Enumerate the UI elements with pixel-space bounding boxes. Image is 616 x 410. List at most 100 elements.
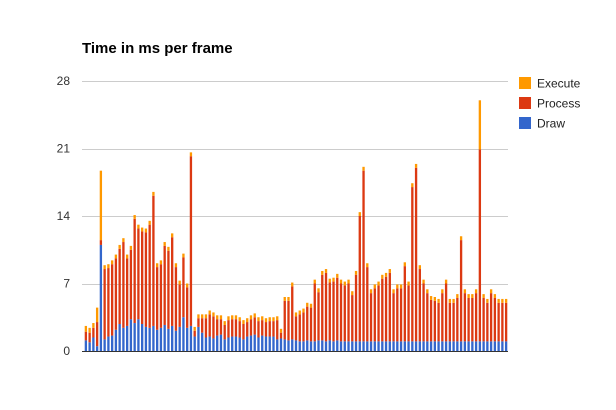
bar-draw (437, 341, 440, 351)
bar-execute (208, 310, 211, 315)
bar-execute (283, 297, 286, 301)
bar-draw (257, 337, 260, 351)
legend-swatch-execute (519, 77, 531, 89)
bar-process (306, 306, 309, 341)
bar-execute (159, 260, 163, 265)
bar-process (321, 274, 324, 341)
bar-execute (444, 279, 448, 284)
bar-process (182, 257, 185, 318)
bar-execute (294, 312, 298, 317)
bar-execute (418, 265, 421, 270)
bar-execute (242, 320, 245, 324)
bar-process (497, 302, 500, 342)
bar-process (369, 293, 373, 342)
bar-process (279, 332, 283, 339)
bar-draw (114, 329, 118, 351)
bar-process (384, 276, 388, 342)
bar-process (351, 295, 354, 342)
bar-draw (294, 340, 298, 351)
bar-execute (478, 100, 482, 150)
bar-draw (238, 337, 241, 351)
bar-process (227, 320, 230, 338)
bar-draw (418, 341, 421, 351)
bar-process (313, 283, 316, 342)
bar-draw (204, 337, 208, 351)
bar-process (463, 293, 467, 342)
bar-execute (403, 262, 406, 267)
bar-execute (407, 281, 410, 286)
bar-execute (339, 279, 343, 284)
bar-process (298, 314, 301, 342)
bar-execute (486, 298, 489, 303)
bar-execute (216, 315, 219, 320)
bar-execute (95, 307, 99, 323)
bar-draw (444, 341, 448, 351)
bar-execute (324, 269, 328, 273)
bar-process (444, 283, 448, 342)
bar-process (201, 318, 204, 333)
bar-draw (182, 317, 185, 351)
bar-execute (178, 280, 181, 285)
bar-process (291, 286, 294, 340)
bar-draw (486, 341, 489, 351)
bar-draw (148, 327, 151, 351)
bar-draw (167, 328, 170, 351)
bar-execute (332, 277, 335, 282)
bar-execute (489, 289, 493, 294)
bar-draw (414, 341, 418, 351)
bar-process (459, 240, 463, 342)
bar-process (489, 293, 493, 342)
bar-execute (317, 288, 320, 293)
bar-execute (381, 274, 384, 279)
bars (84, 100, 508, 351)
legend-label-draw: Draw (537, 117, 565, 131)
bar-process (467, 297, 470, 342)
bar-execute (118, 244, 121, 249)
bar-draw (287, 340, 290, 351)
bar-execute (249, 315, 253, 320)
bar-draw (467, 341, 470, 351)
bar-draw (246, 336, 249, 351)
bar-draw (351, 341, 354, 351)
bar-process (231, 319, 234, 337)
bar-execute (291, 282, 294, 287)
bar-execute (347, 279, 350, 284)
bar-process (302, 312, 305, 342)
bar-draw (501, 341, 504, 351)
bar-draw (264, 336, 268, 351)
bar-process (92, 327, 95, 338)
bar-draw (407, 341, 410, 351)
bar-execute (84, 325, 88, 332)
bar-process (163, 245, 166, 325)
bar-execute (129, 245, 133, 250)
bar-process (399, 288, 403, 342)
bar-execute (433, 297, 436, 301)
bar-execute (306, 302, 309, 307)
bar-draw (448, 341, 452, 351)
bar-draw (283, 339, 286, 351)
bar-process (283, 300, 286, 340)
bar-process (396, 288, 399, 342)
bar-execute (452, 298, 455, 303)
bar-draw (478, 341, 482, 351)
bar-execute (309, 303, 313, 308)
bar-draw (403, 341, 406, 351)
bar-process (474, 293, 478, 342)
bar-process (328, 282, 331, 341)
bar-process (159, 264, 163, 328)
bar-process (343, 285, 346, 342)
bar-process (204, 318, 208, 338)
bar-execute (152, 191, 155, 196)
bar-draw (201, 332, 204, 351)
bar-draw (291, 339, 294, 351)
bar-draw (328, 340, 331, 351)
bar-draw (504, 341, 508, 351)
bar-draw (441, 341, 444, 351)
legend-swatch-process (519, 97, 531, 109)
bar-draw (178, 326, 181, 351)
bar-execute (204, 314, 208, 319)
bar-execute (463, 289, 467, 294)
legend-label-process: Process (537, 97, 580, 111)
bar-process (414, 167, 418, 342)
bar-execute (437, 298, 440, 303)
